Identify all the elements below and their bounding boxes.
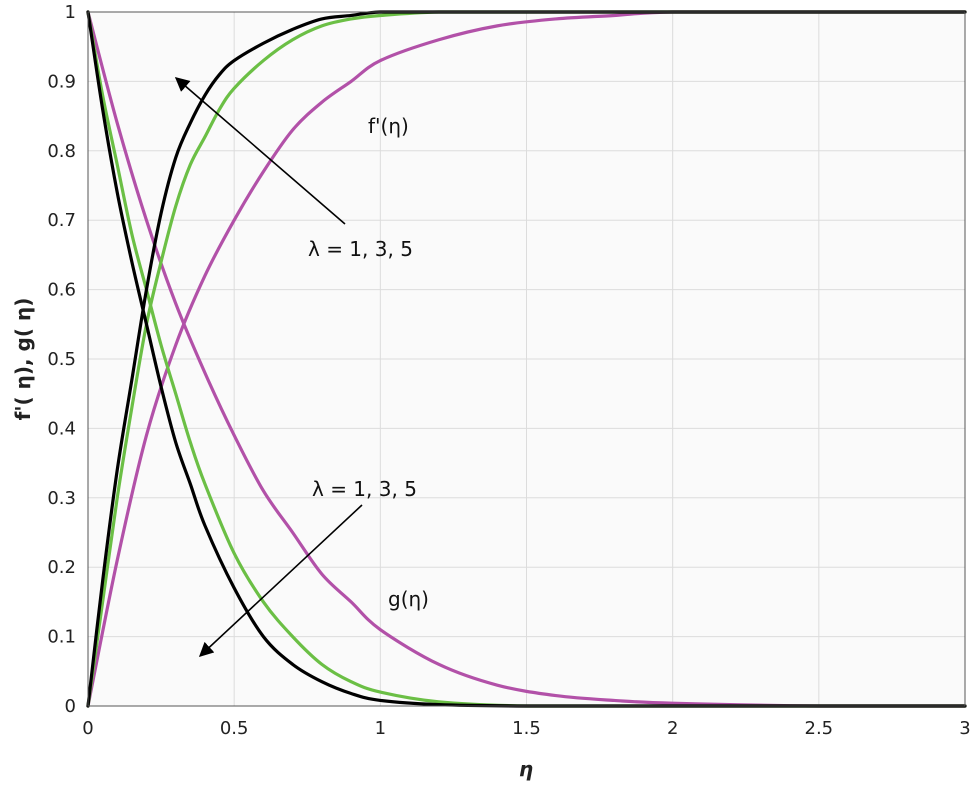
x-tick-label: 1 [375, 718, 386, 739]
lambda-label-lower: λ = 1, 3, 5 [312, 477, 417, 501]
arrow-lower [198, 504, 363, 657]
lambda-label-upper: λ = 1, 3, 5 [308, 237, 413, 261]
y-tick-label: 0.3 [47, 488, 76, 509]
y-tick-label: 0.8 [47, 141, 76, 162]
tick-labels: 0 0.5 1 1.5 2 2.5 3 0 0.1 0.2 0.3 0.4 0.5 0.6 0.7 0.8 0.… [47, 2, 970, 739]
y-tick-label: 1 [65, 2, 76, 23]
g-label: g(η) [388, 587, 429, 611]
x-tick-label: 0 [82, 718, 93, 739]
plot-frame [87, 11, 966, 707]
y-tick-label: 0.7 [47, 210, 76, 231]
y-axis-title: f'( η), g( η) [11, 298, 35, 421]
f-prime-label: f'(η) [368, 114, 409, 138]
arrow-upper [174, 77, 346, 225]
y-tick-label: 0.9 [47, 71, 76, 92]
x-tick-label: 2.5 [805, 718, 834, 739]
y-tick-label: 0.1 [47, 627, 76, 648]
x-axis-title: η [519, 757, 533, 781]
y-tick-label: 0.6 [47, 280, 76, 301]
y-tick-label: 0.4 [47, 418, 76, 439]
x-tick-label: 3 [959, 718, 970, 739]
x-tick-label: 1.5 [512, 718, 541, 739]
x-tick-label: 2 [667, 718, 678, 739]
y-tick-label: 0.2 [47, 557, 76, 578]
y-tick-label: 0 [65, 696, 76, 717]
x-tick-label: 0.5 [220, 718, 249, 739]
y-tick-label: 0.5 [47, 349, 76, 370]
